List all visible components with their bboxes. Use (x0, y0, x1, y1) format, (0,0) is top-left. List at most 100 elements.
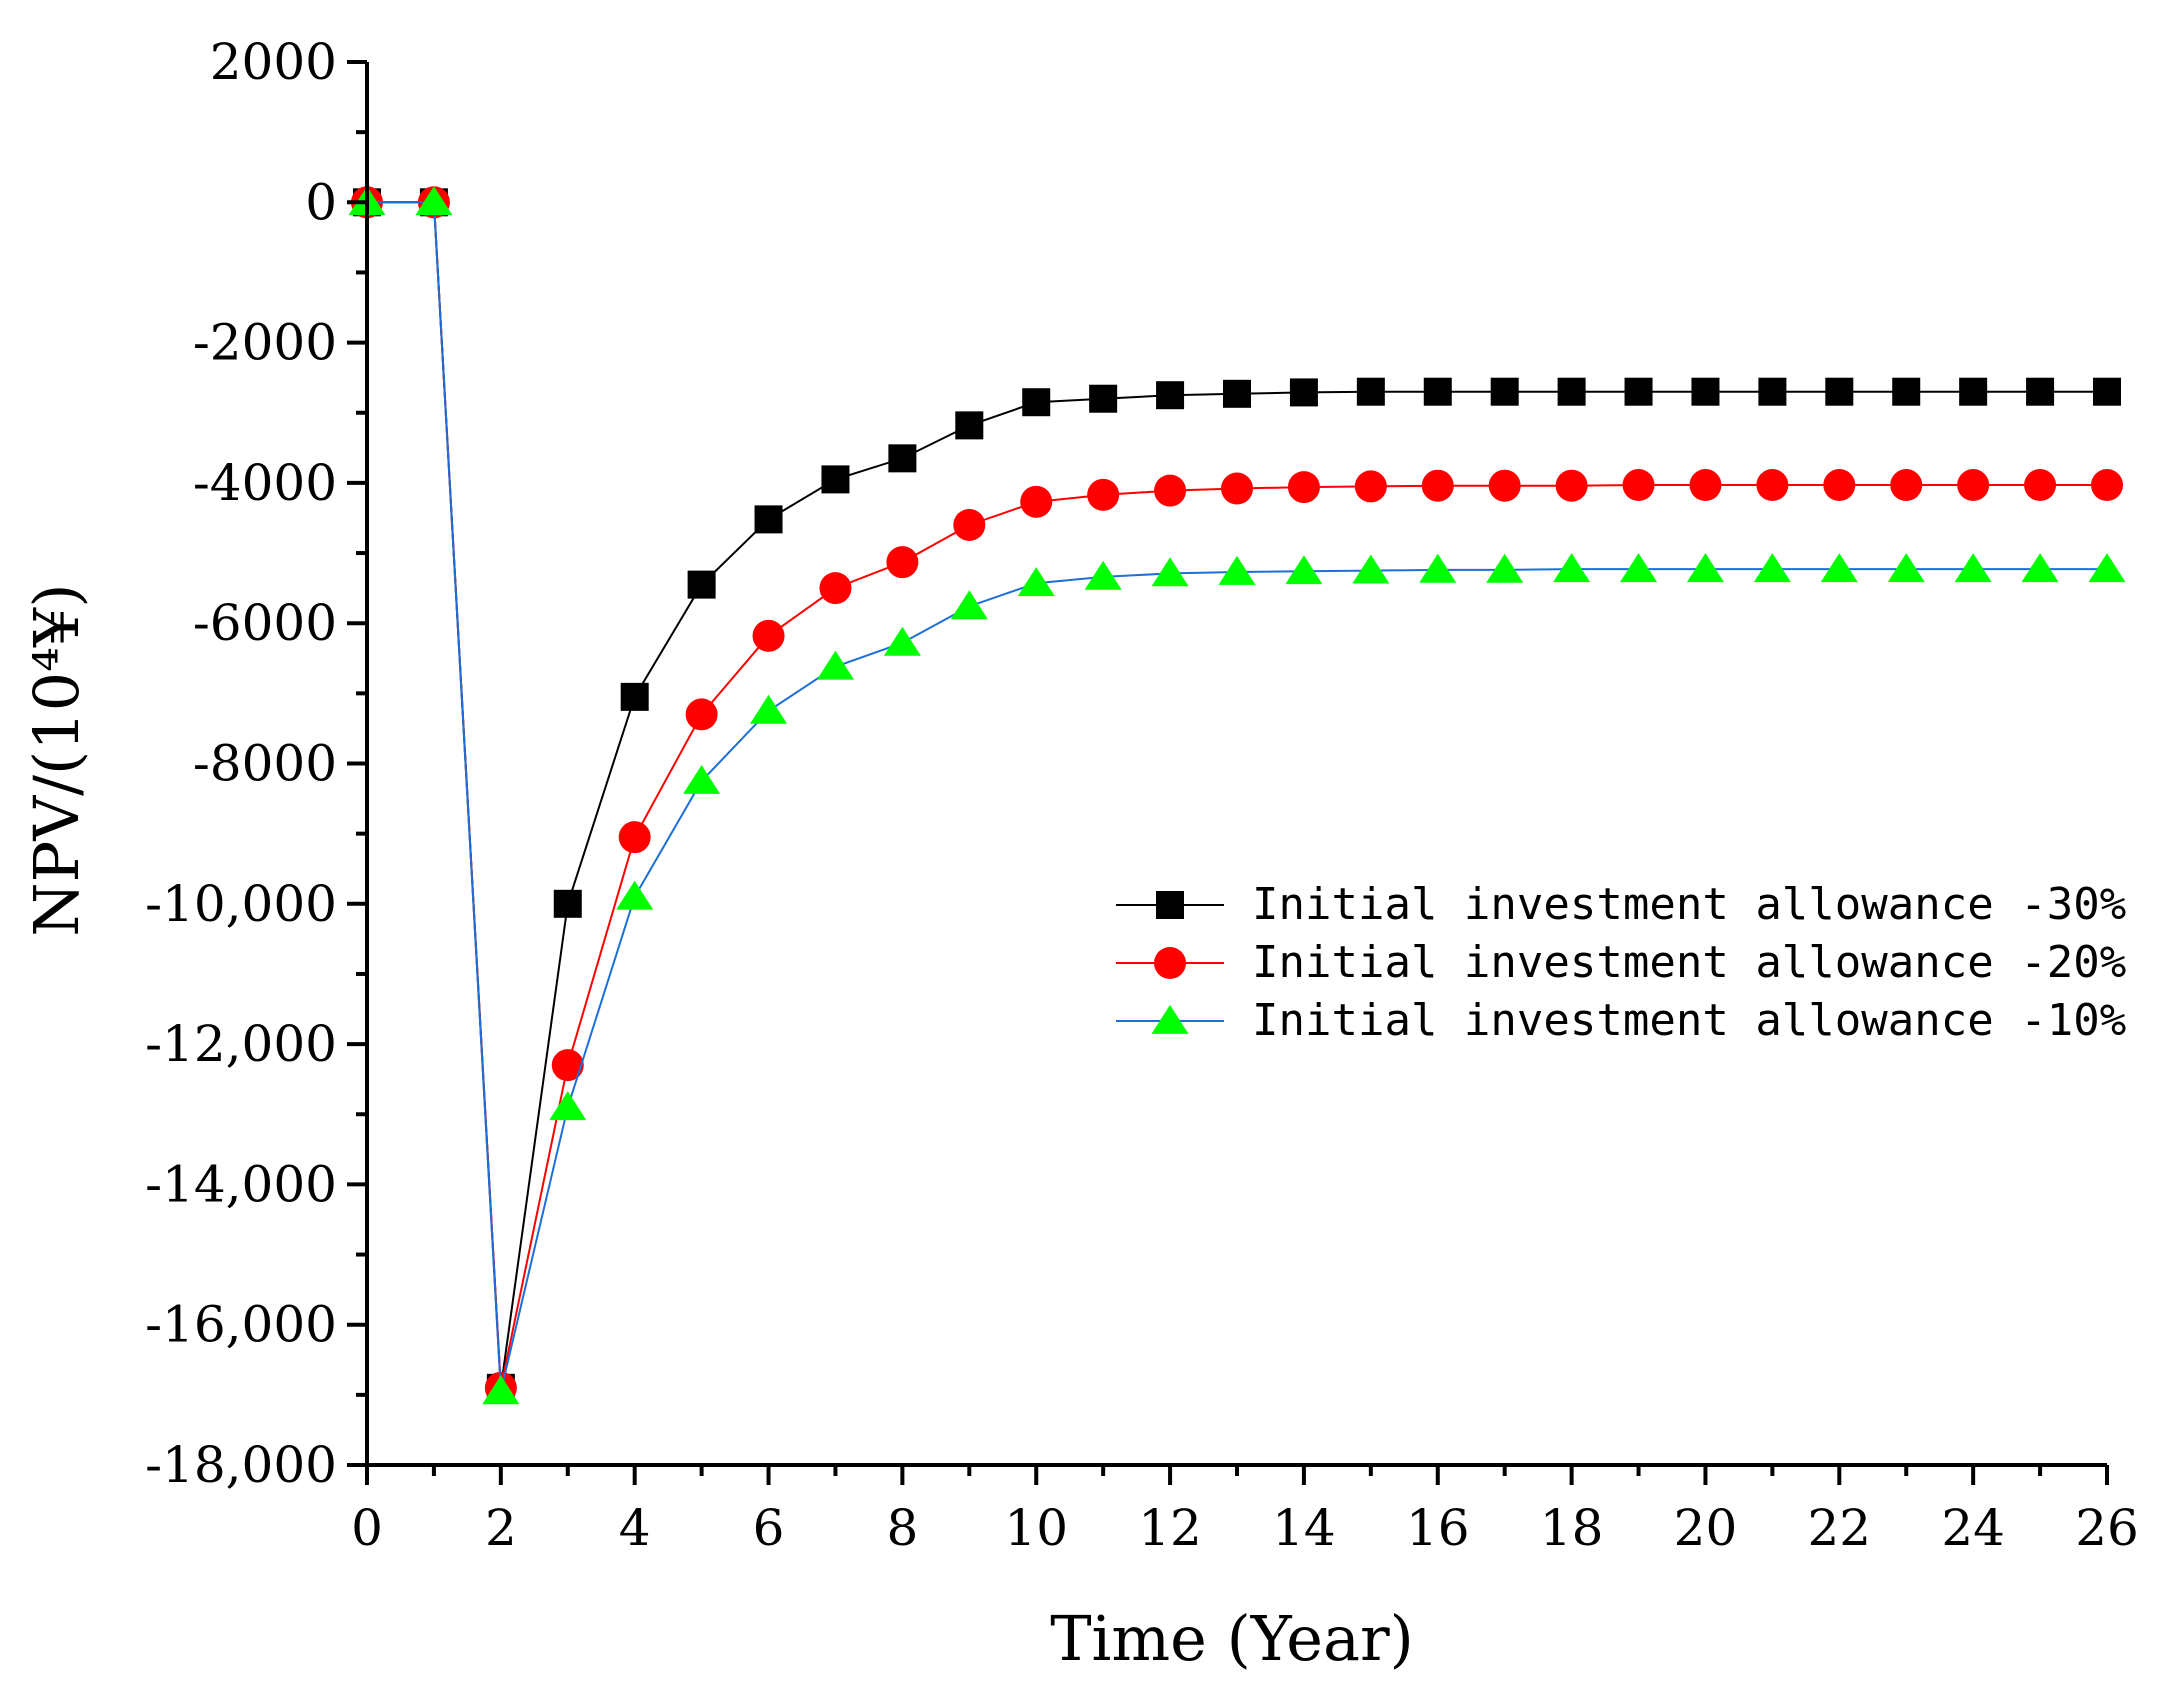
circle-data-point (1622, 469, 1655, 502)
circle-data-point (1354, 470, 1387, 503)
legend-item: Initial investment allowance -20% (1116, 937, 2126, 988)
y-tick-label: -6000 (193, 594, 337, 652)
y-tick-label: 2000 (210, 33, 337, 91)
series-circle (351, 186, 2123, 1404)
series-square (353, 188, 2121, 1402)
triangle-data-point (1553, 553, 1591, 583)
triangle-data-point (1753, 553, 1791, 583)
circle-data-point (685, 698, 718, 731)
circle-data-point (1823, 469, 1856, 502)
square-data-point (821, 465, 850, 494)
square-data-point (1423, 377, 1452, 406)
x-tick-label: 26 (2075, 1499, 2139, 1557)
triangle-data-point (616, 880, 654, 910)
legend: Initial investment allowance -30% Initial… (1116, 879, 2126, 1046)
legend-square-marker (1156, 891, 1184, 919)
square-data-point (1624, 377, 1653, 406)
legend-label: Initial investment allowance -30% (1252, 879, 2126, 930)
circle-data-point (551, 1049, 584, 1082)
square-data-point (1089, 384, 1118, 413)
x-tick-label: 18 (1540, 1499, 1604, 1557)
circle-data-point (1890, 469, 1923, 502)
triangle-data-point (2021, 553, 2059, 583)
square-data-point (955, 411, 984, 440)
circle-data-point (618, 821, 651, 854)
circle-data-point (1087, 478, 1120, 511)
x-tick-label: 4 (619, 1499, 651, 1557)
triangle-data-point (1486, 553, 1524, 583)
triangle-data-point (1686, 553, 1724, 583)
y-axis-title: NPV/(10⁴¥) (20, 583, 93, 936)
triangle-data-point (1419, 553, 1457, 583)
circle-data-point (1555, 469, 1588, 502)
triangle-data-point (549, 1091, 587, 1121)
y-tick-label: -2000 (193, 314, 337, 372)
square-data-point (553, 889, 582, 918)
y-tick-label: -16,000 (145, 1296, 337, 1354)
square-data-point (1557, 377, 1586, 406)
square-data-point (1356, 377, 1385, 406)
legend-item: Initial investment allowance -30% (1116, 879, 2126, 930)
triangle-data-point (1151, 557, 1189, 587)
x-tick-label: 22 (1807, 1499, 1871, 1557)
circle-data-point (1154, 474, 1187, 507)
x-tick-label: 24 (1941, 1499, 2005, 1557)
triangle-data-point (883, 626, 921, 656)
square-data-point (1758, 377, 1787, 406)
triangle-data-point (816, 650, 854, 680)
triangle-data-point (750, 694, 788, 724)
square-data-point (1691, 377, 1720, 406)
triangle-data-point (482, 1375, 520, 1405)
square-data-point (1223, 379, 1251, 408)
square-data-point (888, 444, 917, 473)
legend-circle-marker (1154, 947, 1186, 979)
triangle-data-point (950, 590, 988, 620)
square-data-point (754, 505, 783, 534)
legend-label: Initial investment allowance -20% (1252, 937, 2126, 988)
y-tick-label: -4000 (193, 454, 337, 512)
circle-data-point (2024, 469, 2057, 502)
square-data-point (1022, 388, 1051, 417)
x-tick-label: 6 (753, 1499, 785, 1557)
legend-label: Initial investment allowance -10% (1252, 995, 2126, 1046)
square-data-point (2093, 377, 2121, 406)
square-data-point (1959, 377, 1988, 406)
triangle-data-point (415, 186, 453, 216)
y-tick-label: -8000 (193, 735, 337, 793)
x-tick-label: 12 (1138, 1499, 1202, 1557)
triangle-data-point (2088, 553, 2126, 583)
circle-data-point (819, 572, 852, 605)
square-data-point (1156, 381, 1185, 410)
circle-data-point (1421, 469, 1454, 502)
x-tick-label: 10 (1004, 1499, 1068, 1557)
circle-data-point (1756, 469, 1789, 502)
triangle-data-point (1017, 567, 1055, 597)
square-data-point (1825, 377, 1854, 406)
circle-data-point (1287, 471, 1320, 504)
y-tick-label: -18,000 (145, 1436, 337, 1494)
circle-data-point (886, 546, 919, 579)
x-tick-label: 16 (1406, 1499, 1470, 1557)
x-tick-label: 8 (886, 1499, 918, 1557)
circle-data-point (1221, 472, 1253, 505)
y-tick-label: 0 (305, 173, 337, 231)
legend-triangle-marker (1151, 1004, 1189, 1034)
triangle-data-point (1285, 555, 1323, 585)
series-triangle (348, 186, 2126, 1405)
square-data-point (1490, 377, 1519, 406)
square-data-point (1892, 377, 1921, 406)
triangle-data-point (1218, 555, 1256, 585)
circle-data-point (1020, 485, 1053, 518)
triangle-data-point (1887, 553, 1925, 583)
square-data-point (2026, 377, 2055, 406)
y-ticks: 2000 0 -2000 -4000 -6000 -8000 -10,000 -12,000 -… (145, 33, 367, 1494)
circle-data-point (2091, 469, 2123, 502)
circle-data-point (953, 508, 986, 541)
circle-data-point (1689, 469, 1722, 502)
series-layer (348, 186, 2126, 1405)
x-tick-label: 14 (1272, 1499, 1336, 1557)
y-tick-label: -10,000 (145, 875, 337, 933)
circle-data-point (752, 619, 785, 652)
circle-data-point (1488, 469, 1521, 502)
